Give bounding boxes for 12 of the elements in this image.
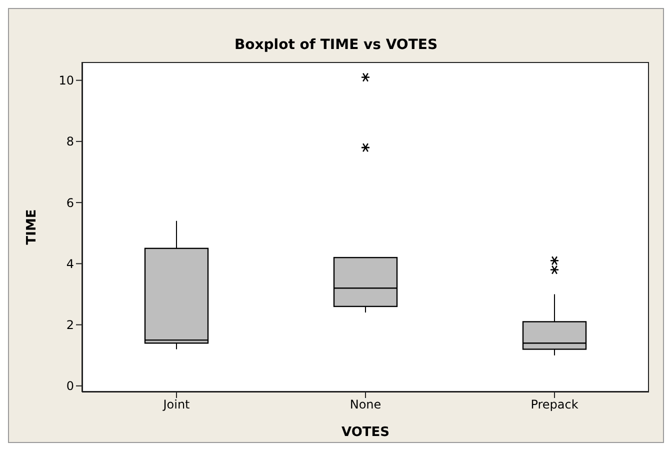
y-tick-label: 6 — [66, 196, 74, 210]
y-tick-label: 8 — [66, 134, 74, 149]
y-tick-label: 10 — [58, 74, 74, 88]
y-tick-label: 0 — [66, 379, 74, 394]
x-axis-title: VOTES — [342, 425, 390, 440]
y-tick-label: 2 — [66, 318, 74, 332]
x-tick-label: None — [350, 398, 382, 412]
x-tick-label: Joint — [162, 398, 190, 412]
y-tick-label: 4 — [66, 256, 74, 271]
y-axis-title: TIME — [24, 209, 40, 245]
x-tick-label: Prepack — [530, 398, 578, 412]
chart-title: Boxplot of TIME vs VOTES — [233, 37, 439, 53]
